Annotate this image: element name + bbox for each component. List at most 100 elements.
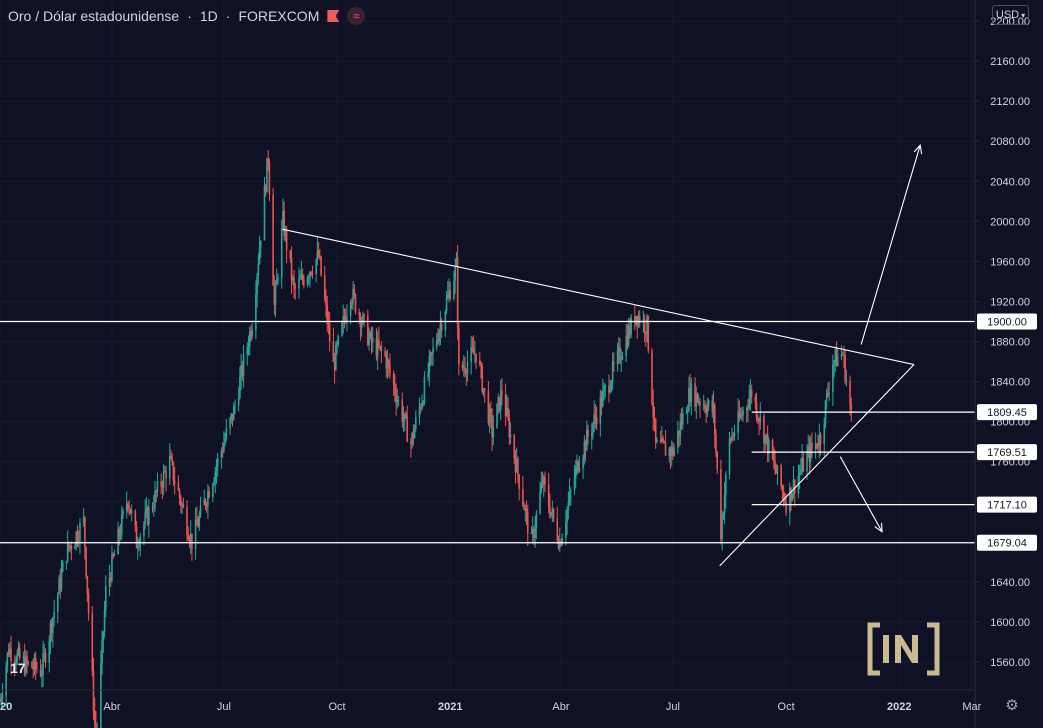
flag-icon[interactable] <box>327 10 340 22</box>
candle <box>722 511 725 521</box>
candle-body <box>592 423 594 434</box>
candle-body <box>651 350 653 403</box>
candle-body <box>464 367 466 373</box>
candle <box>250 325 252 342</box>
interval-label: 1D <box>199 8 218 24</box>
candle-body <box>782 491 785 500</box>
candle <box>731 427 733 443</box>
candle-body <box>301 274 304 280</box>
candle <box>26 650 28 674</box>
candle <box>507 397 509 421</box>
gear-icon[interactable]: ⚙ <box>1005 697 1019 714</box>
candle <box>773 446 775 470</box>
candle <box>594 403 597 429</box>
price-tick-label: 1560.00 <box>990 657 1030 669</box>
candle <box>673 443 675 457</box>
candle <box>82 508 85 527</box>
candle-body <box>550 512 552 516</box>
symbol-header[interactable]: Oro / Dólar estadounidense · 1D · FOREXC… <box>8 6 366 26</box>
candle <box>117 521 119 555</box>
candle-body <box>844 355 846 382</box>
candle <box>405 410 407 419</box>
candles <box>0 150 853 728</box>
candle-body <box>371 338 374 343</box>
candle-body <box>549 506 551 516</box>
price-axis[interactable]: 2200.00 2160.00 2120.00 2080.00 2040.00 2000.… <box>975 16 1030 669</box>
candle <box>428 349 431 387</box>
candle-body <box>438 331 440 342</box>
time-tick-label: Oct <box>778 701 795 713</box>
candle <box>685 406 688 414</box>
candle-body <box>189 533 192 542</box>
candle-body <box>315 259 317 275</box>
candle-body <box>309 272 311 278</box>
currency-dropdown[interactable]: USD ▾ <box>992 5 1029 25</box>
candle-body <box>223 443 225 452</box>
time-axis[interactable]: 2020 Abr Jul Oct 2021 Abr Jul Oct 2022 Mar <box>0 701 982 713</box>
candle-body <box>603 387 605 392</box>
candle <box>69 544 71 553</box>
candle-body <box>834 349 837 361</box>
candle <box>619 338 621 365</box>
candle <box>551 500 554 523</box>
candle <box>669 446 672 470</box>
candle <box>498 396 501 413</box>
candle-body <box>825 393 828 401</box>
candle-body <box>31 662 33 668</box>
candle-body <box>294 286 297 289</box>
candle <box>360 317 363 337</box>
candle-body <box>739 414 742 418</box>
candle <box>728 431 731 480</box>
candle <box>611 352 614 391</box>
candle <box>267 150 269 171</box>
candle <box>754 393 757 410</box>
candle <box>679 412 682 445</box>
candle-body <box>285 230 288 251</box>
candle <box>637 310 640 329</box>
candle-body <box>707 400 710 407</box>
candle <box>725 471 727 509</box>
candle-body <box>119 534 122 537</box>
candle <box>823 417 826 456</box>
candle <box>630 313 632 339</box>
candle <box>16 649 19 666</box>
candle-body <box>52 618 54 634</box>
candle <box>255 280 257 340</box>
candle-body <box>445 298 448 312</box>
candle-body <box>82 516 85 523</box>
candle-body <box>482 388 485 392</box>
candle-body <box>540 482 543 492</box>
candle-body <box>129 508 132 514</box>
candle-body <box>263 186 266 241</box>
candle <box>586 420 588 451</box>
candle <box>840 345 843 361</box>
candle-body <box>747 407 749 409</box>
candle-body <box>784 499 786 503</box>
candle-body <box>577 461 579 472</box>
candle <box>323 265 326 302</box>
candle-body <box>790 487 792 501</box>
candle-body <box>699 401 701 406</box>
candle-body <box>240 365 242 378</box>
candle-body <box>239 377 241 399</box>
candle <box>689 374 691 407</box>
wave-icon[interactable]: ≈ <box>347 7 366 25</box>
candle-body <box>225 428 228 439</box>
candle <box>291 274 294 285</box>
candle-body <box>722 513 725 519</box>
candle-body <box>134 510 137 527</box>
candle-body <box>570 490 572 492</box>
candle-body <box>643 319 646 333</box>
price-tick-label: 2120.00 <box>990 96 1030 108</box>
candle-body <box>203 499 206 506</box>
candle-body <box>610 381 613 389</box>
candle-body <box>686 410 689 413</box>
candle <box>763 413 765 452</box>
candle-body <box>215 466 218 472</box>
candle-body <box>731 435 733 441</box>
candle <box>470 335 472 375</box>
time-tick-label: Abr <box>552 701 569 713</box>
candle-body <box>5 665 7 696</box>
candle <box>525 500 528 526</box>
